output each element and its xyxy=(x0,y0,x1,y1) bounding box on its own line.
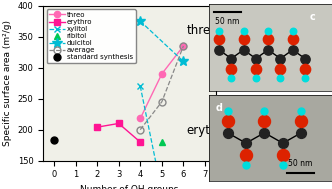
Point xyxy=(262,109,267,112)
Point xyxy=(243,163,249,167)
Point xyxy=(253,67,259,70)
Point xyxy=(229,76,234,79)
Point xyxy=(280,142,286,145)
Point xyxy=(243,154,249,157)
Text: c: c xyxy=(310,12,316,22)
Point xyxy=(216,38,222,41)
Line: xylitol: xylitol xyxy=(137,83,165,189)
Text: 50 nm: 50 nm xyxy=(288,159,312,168)
Point xyxy=(278,67,283,70)
Point xyxy=(225,119,230,122)
Y-axis label: Specific surface area (m²/g): Specific surface area (m²/g) xyxy=(3,20,12,146)
X-axis label: Number of OH groups: Number of OH groups xyxy=(80,185,179,189)
dulcitol xyxy=(182,60,186,63)
Line: dulcitol: dulcitol xyxy=(135,16,188,66)
Text: d: d xyxy=(215,103,222,113)
Point xyxy=(253,76,259,79)
Point xyxy=(229,57,234,60)
threo xyxy=(160,73,164,75)
Point xyxy=(290,38,295,41)
Text: 50 nm: 50 nm xyxy=(215,17,240,26)
Point xyxy=(278,76,283,79)
Point xyxy=(266,29,271,32)
Point xyxy=(302,76,308,79)
Line: threo: threo xyxy=(137,43,187,122)
erythro xyxy=(117,122,121,125)
Point xyxy=(278,57,283,60)
threo xyxy=(138,117,142,120)
Point xyxy=(302,67,308,70)
Point xyxy=(243,142,249,145)
xylitol xyxy=(138,85,142,87)
Point xyxy=(290,29,295,32)
average xyxy=(138,129,142,131)
Point xyxy=(216,29,222,32)
erythro xyxy=(138,141,142,143)
Line: erythro: erythro xyxy=(94,120,143,145)
Point xyxy=(280,154,286,157)
Point xyxy=(266,38,271,41)
average xyxy=(182,45,186,47)
Point xyxy=(299,119,304,122)
dulcitol xyxy=(138,20,142,22)
Point xyxy=(225,131,230,134)
Point xyxy=(241,38,246,41)
Point xyxy=(299,109,304,112)
Text: threo: threo xyxy=(187,24,218,36)
Point xyxy=(241,29,246,32)
Point xyxy=(225,109,230,112)
Point xyxy=(280,163,286,167)
Point xyxy=(229,67,234,70)
Point xyxy=(262,131,267,134)
Point xyxy=(216,48,222,51)
Text: erythro: erythro xyxy=(187,124,230,137)
Point xyxy=(241,48,246,51)
Point xyxy=(302,57,308,60)
Point xyxy=(299,131,304,134)
Point xyxy=(253,57,259,60)
Point xyxy=(266,48,271,51)
erythro xyxy=(95,126,99,128)
Legend: threo, erythro, xylitol, ribitol, dulcitol, average, standard synthesis: threo, erythro, xylitol, ribitol, dulcit… xyxy=(46,9,136,63)
average xyxy=(160,101,164,103)
Point xyxy=(262,119,267,122)
Line: average: average xyxy=(137,43,187,133)
Point xyxy=(290,48,295,51)
threo xyxy=(182,45,186,47)
